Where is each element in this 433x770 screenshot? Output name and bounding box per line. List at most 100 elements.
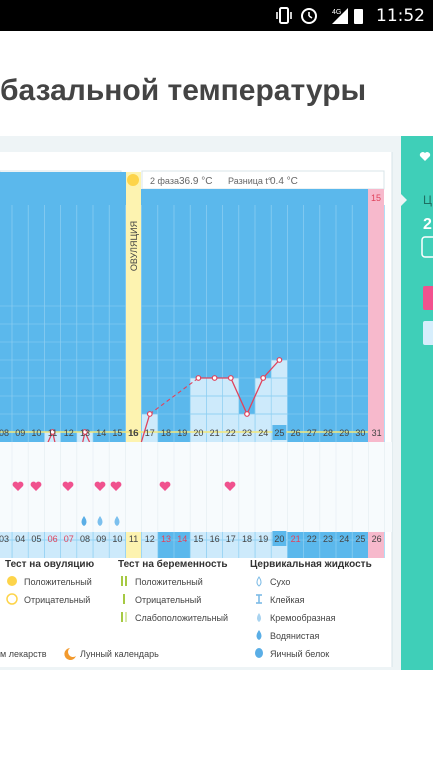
creamy-drop-icon <box>257 613 261 622</box>
cycle-label: Ц <box>423 193 432 207</box>
side-panel: Ц 2 <box>401 136 433 670</box>
temperature-point <box>276 357 283 363</box>
calendar-date-label: 15 <box>193 534 203 544</box>
difference-label: Разница t° <box>228 176 272 186</box>
calendar-date-label: 18 <box>242 534 252 544</box>
calendar-date-label: 21 <box>291 534 301 544</box>
legend-preg-negative: Отрицательный <box>135 595 201 605</box>
date-label: 22 <box>226 428 236 438</box>
calendar-date-label: 14 <box>177 534 187 544</box>
calendar-date-label: 26 <box>372 534 382 544</box>
ovulation-label: ОВУЛЯЦИЯ <box>129 221 139 271</box>
temperature-point <box>244 411 250 417</box>
cycle-day: 2 <box>423 216 432 233</box>
battery-icon <box>354 9 363 24</box>
legend-meds: м лекарств <box>0 649 47 659</box>
date-label: 21 <box>210 428 220 438</box>
status-icons: 4G <box>276 7 363 24</box>
side-panel-content: Ц 2 <box>401 152 433 345</box>
watery-drop-icon <box>256 630 262 640</box>
difference-value: 0.4 °C <box>270 176 298 187</box>
legend-ov-negative: Отрицательный <box>24 595 90 605</box>
panel-button-pink[interactable] <box>423 286 433 310</box>
date-label: 17 <box>145 428 155 438</box>
date-label: 15 <box>112 428 122 438</box>
temperature-point <box>260 375 267 381</box>
dates-grid-bg <box>0 442 392 532</box>
ovulation-test-positive-icon <box>127 174 139 186</box>
calendar-date-label: 08 <box>80 534 90 544</box>
signal-icon <box>332 8 348 24</box>
date-label: 23 <box>242 428 252 438</box>
legend-cf-eggwhite: Яичный белок <box>270 649 329 659</box>
legend-preg-weak: Слабоположительный <box>135 613 228 623</box>
status-bar: 4G 11:52 <box>0 0 433 31</box>
vibrate-icon <box>276 7 292 24</box>
calendar-date-label: 16 <box>210 534 220 544</box>
date-label: 16 <box>129 428 139 438</box>
date-label: 25 <box>274 428 284 438</box>
legend-cf-creamy: Кремообразная <box>270 613 336 623</box>
phase2-label: 2 фаза <box>150 176 179 186</box>
heart-icon <box>110 481 122 491</box>
pink-column-label: 15 <box>371 193 381 203</box>
calendar-date-label: 23 <box>323 534 333 544</box>
calendar-date-label: 25 <box>355 534 365 544</box>
date-label: 19 <box>177 428 187 438</box>
date-label: 29 <box>339 428 349 438</box>
legend-cf-sticky: Клейкая <box>270 595 305 605</box>
temperature-point <box>146 411 153 417</box>
date-label: 12 <box>64 428 74 438</box>
date-label: 14 <box>96 428 106 438</box>
ov-negative-icon <box>6 593 18 605</box>
panel-button-outline[interactable] <box>421 236 433 258</box>
legend-cf-dry: Сухо <box>270 577 290 587</box>
date-label: 27 <box>307 428 317 438</box>
legend-pregnancy-title: Тест на беременность <box>118 558 228 570</box>
heart-icon <box>30 481 42 491</box>
temperature-point <box>195 375 202 381</box>
legend-cervical-title: Цервикальная жидкость <box>250 559 372 570</box>
calendar-date-label: 20 <box>274 534 284 544</box>
date-label: 10 <box>31 428 41 438</box>
date-label: 13 <box>80 428 90 438</box>
calendar-date-label: 06 <box>48 534 58 544</box>
temperature-point <box>211 375 218 381</box>
network-label: 4G <box>332 9 341 16</box>
calendar-date-label: 13 <box>161 534 171 544</box>
calendar-date-label: 03 <box>0 534 9 544</box>
calendar-date-label: 05 <box>31 534 41 544</box>
calendar-date-label: 17 <box>226 534 236 544</box>
alarm-icon <box>301 8 317 24</box>
date-label: 28 <box>323 428 333 438</box>
date-label: 30 <box>355 428 365 438</box>
heart-icon <box>419 152 431 161</box>
preg-negative-icon <box>123 594 125 604</box>
date-label: 31 <box>372 428 382 438</box>
legend-ov-positive: Положительный <box>24 577 92 587</box>
preg-positive-icon <box>121 576 127 586</box>
cervical-drop-icon <box>97 516 103 526</box>
cervical-drop-icon <box>81 516 87 526</box>
preg-weak-icon <box>121 612 127 622</box>
calendar-date-label: 07 <box>64 534 74 544</box>
heart-icon <box>94 481 106 491</box>
phase2-value: 36.9 °C <box>179 176 212 187</box>
calendar-date-label: 12 <box>145 534 155 544</box>
panel-button-light[interactable] <box>423 321 433 345</box>
heart-icon <box>12 481 24 491</box>
legend-ovulation-title: Тест на овуляцию <box>5 559 95 570</box>
date-label: 20 <box>193 428 203 438</box>
moon-icon <box>64 648 76 660</box>
eggwhite-icon <box>255 648 263 658</box>
date-highlight <box>272 425 287 440</box>
legend-preg-positive: Положительный <box>135 577 203 587</box>
bbt-chart: °C 2 фаза 36.9 °C Разница t° 0.4 °C 0102… <box>0 152 393 667</box>
date-label: 09 <box>15 428 25 438</box>
heart-icon <box>224 481 236 491</box>
date-label: 18 <box>161 428 171 438</box>
calendar-date-label: 19 <box>258 534 268 544</box>
clock: 11:52 <box>376 6 425 26</box>
ov-positive-icon <box>7 576 17 586</box>
calendar-highlight <box>272 531 287 546</box>
